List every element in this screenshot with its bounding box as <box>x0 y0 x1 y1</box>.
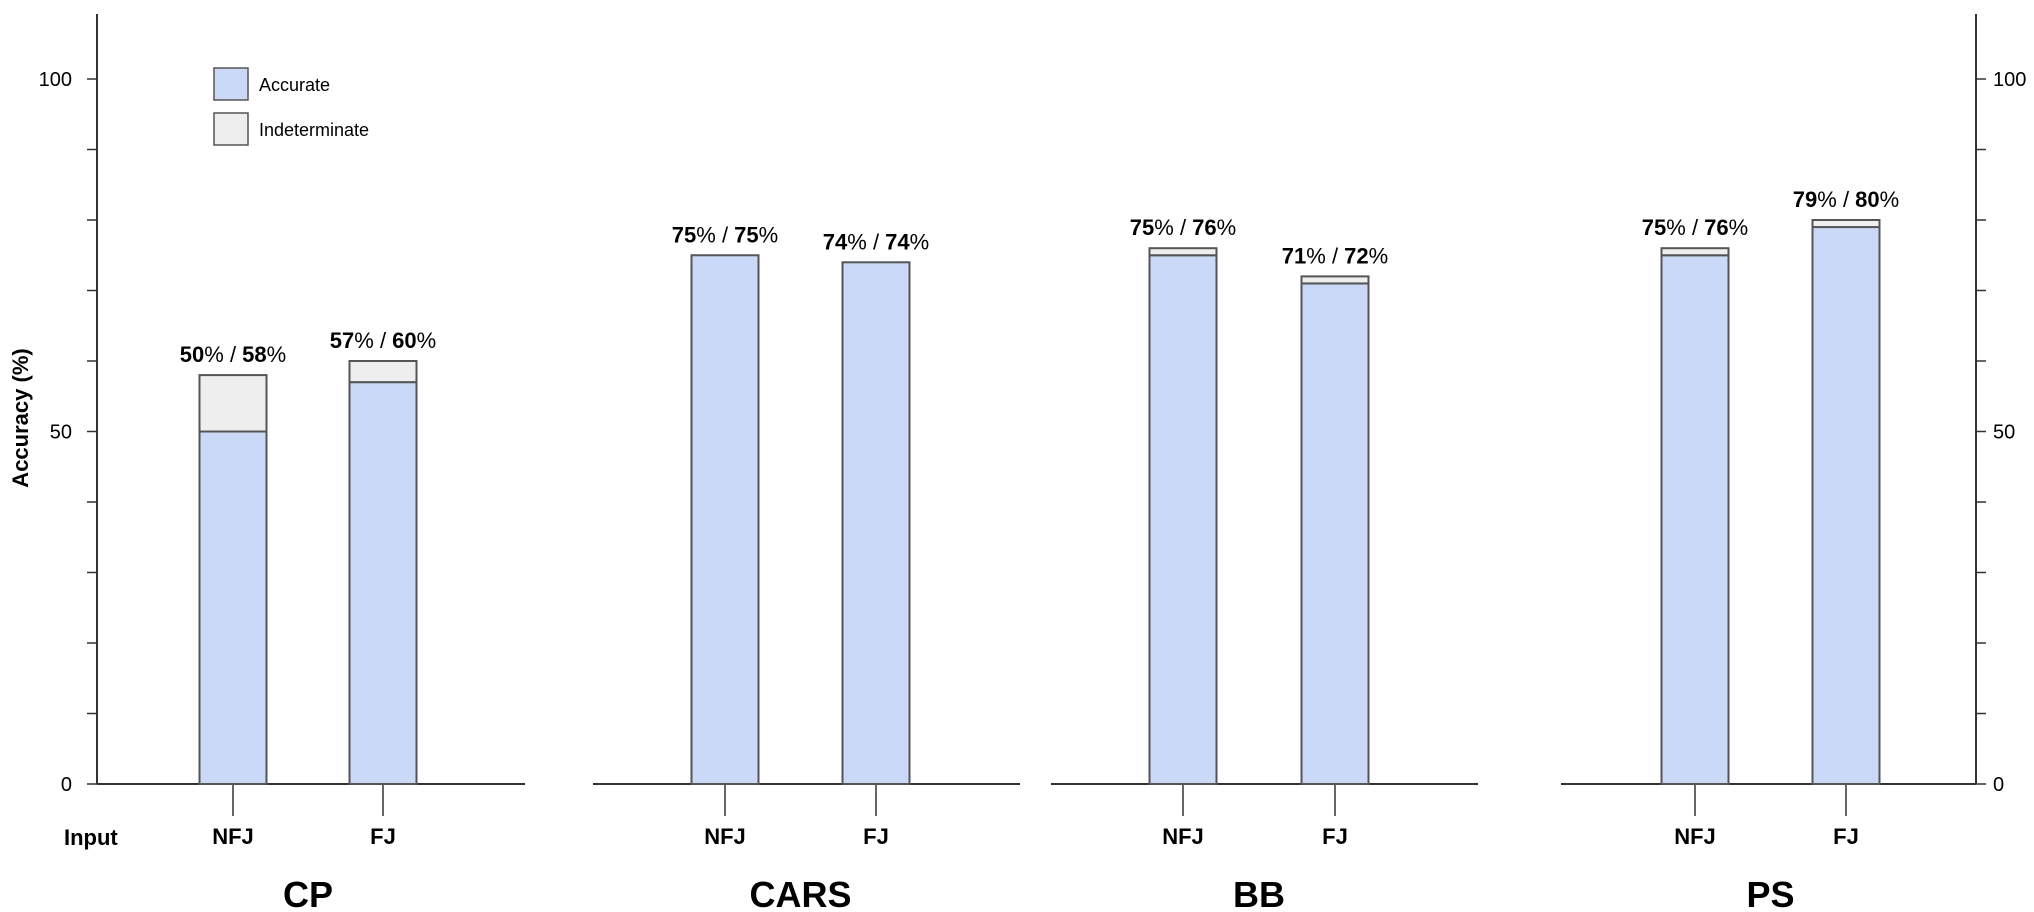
bar-data-label: 50% / 58% <box>180 342 286 367</box>
panel-bb: NFJ 75% / 76% FJ 71% / 72% BB <box>1051 215 1478 912</box>
left-y-tick-label: 0 <box>61 774 72 796</box>
x-tick-label: FJ <box>1322 824 1348 849</box>
x-tick-label: FJ <box>1833 824 1859 849</box>
bar-data-label: 75% / 76% <box>1642 215 1748 240</box>
y-axis-title: Accuracy (%) <box>8 348 33 487</box>
right-y-tick-label: 100 <box>1993 69 2026 91</box>
legend-label-accurate: Accurate <box>259 75 330 95</box>
panel-title: BB <box>1233 874 1285 912</box>
bar-accurate <box>1148 254 1218 785</box>
bar-data-label: 79% / 80% <box>1793 187 1899 212</box>
legend-swatch-accurate <box>213 67 249 101</box>
right-y-tick-label: 0 <box>1993 774 2004 796</box>
bar-accurate <box>1811 226 1881 786</box>
x-tick-label: NFJ <box>212 824 254 849</box>
panel-cars: NFJ 75% / 75% FJ 74% / 74% CARS <box>593 222 1020 912</box>
panel-title: PS <box>1746 874 1794 912</box>
bar-indeterminate <box>1300 275 1370 285</box>
legend-label-indeterminate: Indeterminate <box>259 120 369 140</box>
x-axis-title: Input <box>64 825 118 850</box>
bar-indeterminate <box>198 374 268 433</box>
bar-data-label: 74% / 74% <box>823 229 929 254</box>
x-tick-label: NFJ <box>1162 824 1204 849</box>
bar-indeterminate <box>1660 247 1730 257</box>
bar-data-label: 75% / 76% <box>1130 215 1236 240</box>
panel-cp: NFJ 50% / 58% FJ 57% / 60% CP <box>97 328 525 912</box>
bar-indeterminate <box>1811 219 1881 229</box>
panels: NFJ 50% / 58% FJ 57% / 60% CP NFJ 75% / 75% FJ 7… <box>97 187 1976 912</box>
bar-accurate <box>841 261 911 785</box>
panel-title: CARS <box>749 874 851 912</box>
x-tick-label: FJ <box>863 824 889 849</box>
x-tick-label: FJ <box>370 824 396 849</box>
bar-indeterminate <box>348 360 418 384</box>
bar-data-label: 57% / 60% <box>330 328 436 353</box>
right-y-tick-label: 50 <box>1993 422 2015 444</box>
legend: Accurate Indeterminate <box>213 67 369 146</box>
bar-data-label: 71% / 72% <box>1282 243 1388 268</box>
panel-ps: NFJ 75% / 76% FJ 79% / 80% PS <box>1561 187 1976 912</box>
axes: 0 0 50 50 100 100 <box>39 14 2026 796</box>
legend-swatch-indeterminate <box>213 112 249 146</box>
x-tick-label: NFJ <box>704 824 746 849</box>
left-y-tick-label: 100 <box>39 69 72 91</box>
x-tick-label: NFJ <box>1674 824 1716 849</box>
bar-accurate <box>348 381 418 785</box>
bar-accurate <box>1300 282 1370 785</box>
left-y-tick-label: 50 <box>50 422 72 444</box>
bar-accurate <box>198 430 268 785</box>
bar-indeterminate <box>1148 247 1218 257</box>
bar-accurate <box>1660 254 1730 785</box>
bar-data-label: 75% / 75% <box>672 222 778 247</box>
panel-title: CP <box>283 874 333 912</box>
bar-accurate <box>690 254 760 785</box>
